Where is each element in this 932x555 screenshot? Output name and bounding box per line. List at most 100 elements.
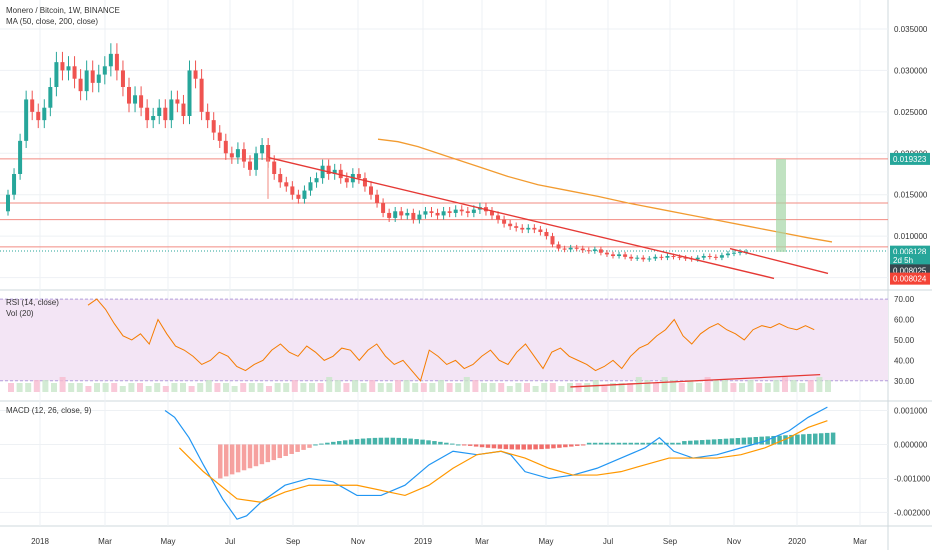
volume-bar [240,383,247,392]
volume-bar [438,380,444,392]
candle-body [90,70,95,83]
macd-histogram-bar [711,439,717,445]
volume-bar [76,383,83,392]
ma-legend[interactable]: MA (50, close, 200, close) [6,17,99,26]
candle-body [332,169,337,174]
volume-bar [369,380,376,392]
macd-histogram-bar [497,444,503,449]
candle-body [544,232,549,237]
candle-body [635,257,640,259]
volume-bar [713,380,720,392]
candle-body [490,211,494,216]
price-label-text: 0.008025 [893,266,927,275]
candle-body [393,211,398,218]
candle-body [725,253,730,256]
volume-bar [300,383,307,392]
candle-body [223,140,228,154]
volume-bar [704,377,711,392]
candle-body [12,174,17,195]
candle-body [114,53,119,71]
macd-histogram-bar [491,444,497,449]
macd-histogram-bar [503,444,509,450]
candle-body [102,66,107,75]
volume-bar [283,383,290,392]
volume-bar [696,383,702,392]
volume-bar [317,383,324,392]
macd-histogram-bar [331,441,336,445]
volume-bar [429,383,436,392]
vol-legend[interactable]: Vol (20) [6,309,34,318]
macd-histogram-bar [634,442,639,445]
candle-body [641,257,646,260]
price-label-text: 2d 5h [893,256,913,265]
macd-histogram-bar [824,432,830,445]
candle-body [30,99,35,112]
candle-body [532,227,537,230]
volume-bar [532,386,539,392]
candle-body [24,99,29,141]
volume-bar [790,380,797,392]
candle-body [496,215,501,220]
macd-histogram-bar [396,437,401,445]
x-tick-label: 2018 [31,537,49,546]
macd-histogram-bar [348,439,354,445]
macd-histogram-bar [818,433,824,445]
candle-body [320,165,325,179]
candle-body [139,95,144,108]
x-tick-label: 2019 [414,537,432,546]
rsi-legend[interactable]: RSI (14, close) [6,298,59,307]
macd-histogram-bar [259,444,265,465]
rsi-y-tick: 60.00 [894,316,915,325]
volume-bar [51,383,57,392]
candle-body [453,209,458,213]
candle-body [248,161,252,170]
macd-histogram-bar [705,439,711,445]
candle-body [338,169,343,179]
volume-bar [248,383,255,392]
macd-histogram-bar [378,437,384,445]
macd-histogram-bar [247,444,253,469]
candle-body [441,211,446,216]
candle-body [647,258,652,260]
macd-histogram-bar [801,434,806,445]
volume-bar [524,383,530,392]
candle-body [471,209,476,213]
volume-bar [644,380,651,392]
candle-body [459,209,464,212]
volume-bar [102,383,109,392]
volume-bar [747,380,754,392]
candle-body [193,70,198,79]
candle-body [381,203,386,213]
candle-body [598,249,603,253]
volume-bar [678,383,685,392]
volume-bar [334,380,341,392]
macd-histogram-bar [223,444,229,477]
volume-bar [343,383,350,392]
candle-body [399,211,404,216]
macd-histogram-bar [241,444,247,471]
candle-body [302,190,307,199]
volume-bar [687,380,694,392]
macd-histogram-bar [723,438,729,445]
macd-histogram-bar [527,444,532,450]
target-box [776,159,786,252]
macd-histogram-bar [337,441,342,445]
price-label-text: 0.008128 [893,248,927,257]
candle-body [732,252,736,254]
symbol-legend[interactable]: Monero / Bitcoin, 1W, BINANCE [6,6,120,15]
x-tick-label: Nov [727,537,741,546]
candle-body [205,111,210,121]
volume-bar [799,383,806,392]
candle-body [580,248,585,251]
macd-legend[interactable]: MACD (12, 26, close, 9) [6,406,92,415]
y-tick-label: 0.025000 [894,108,928,117]
volume-bar [33,380,40,392]
candle-body [562,248,567,250]
macd-histogram-bar [218,444,223,479]
candle-body [145,107,150,121]
candle-body [623,254,628,257]
volume-bar [584,383,591,392]
candle-body [60,62,65,71]
macd-histogram-bar [402,438,407,445]
volume-bar [403,380,410,392]
